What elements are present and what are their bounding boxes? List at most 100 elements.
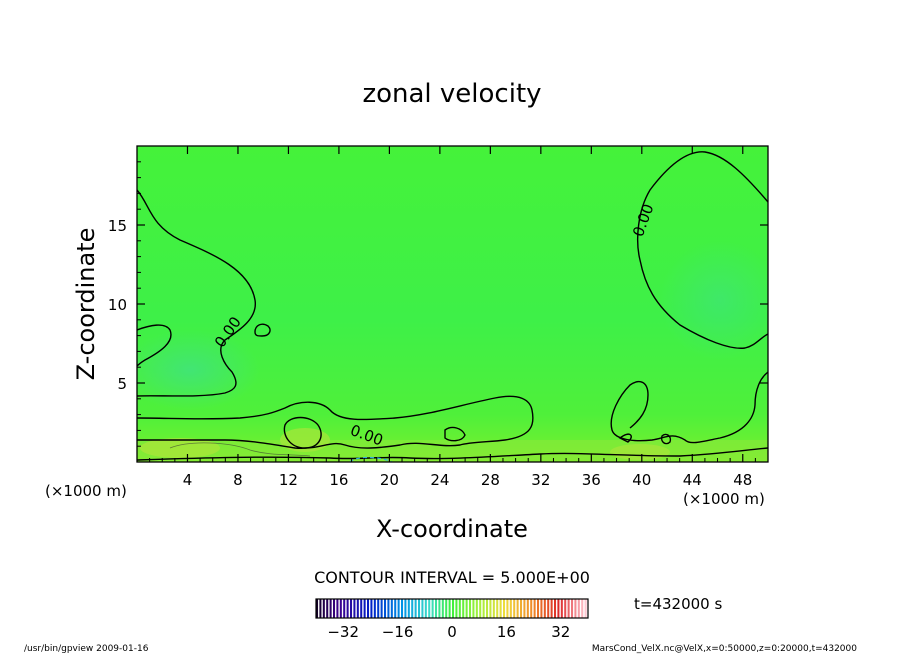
- colorbar-cell: [584, 599, 587, 618]
- colorbar-cell: [373, 599, 376, 618]
- x-tick-label: 24: [430, 471, 449, 489]
- colorbar-cell: [397, 599, 400, 618]
- colorbar-cell: [346, 599, 349, 618]
- colorbar-cell: [339, 599, 342, 618]
- colorbar-cell: [356, 599, 359, 618]
- chart-title: zonal velocity: [362, 79, 541, 109]
- colorbar-cell: [336, 599, 339, 618]
- colorbar-cell: [567, 599, 570, 618]
- colorbar-cell: [319, 599, 322, 618]
- colorbar-tick-label: 16: [497, 623, 516, 641]
- colorbar-cell: [475, 599, 478, 618]
- colorbar-cell: [452, 599, 455, 618]
- colorbar-cell: [560, 599, 563, 618]
- colorbar-cell: [520, 599, 523, 618]
- colorbar-cell: [564, 599, 567, 618]
- positive-contour-line: [169, 442, 311, 457]
- colorbar-cell: [414, 599, 417, 618]
- colorbar-cell: [316, 599, 319, 618]
- colorbar-cell: [543, 599, 546, 618]
- colorbar-cell: [326, 599, 329, 618]
- colorbar-cell: [394, 599, 397, 618]
- contour-line: [660, 433, 672, 445]
- colorbar-cell: [503, 599, 506, 618]
- colorbar-cell: [353, 599, 356, 618]
- colorbar-frame: [315, 598, 589, 619]
- contour-line: [637, 151, 768, 349]
- y-axis-label: Z-coordinate: [72, 228, 100, 381]
- colorbar-cell: [445, 599, 448, 618]
- colorbar-cell: [499, 599, 502, 618]
- colorbar-cell: [537, 599, 540, 618]
- y-tick-label: 15: [108, 217, 127, 235]
- x-tick-label: 12: [279, 471, 298, 489]
- contour-line: [618, 433, 632, 443]
- colorbar-cell: [350, 599, 353, 618]
- contour-line: [444, 426, 466, 442]
- x-tick-label: 28: [481, 471, 500, 489]
- colorbar-cell: [581, 599, 584, 618]
- time-text: t=432000 s: [634, 595, 722, 613]
- contour-interval-text: CONTOUR INTERVAL = 5.000E+00: [314, 568, 590, 587]
- contour-line: [137, 189, 256, 397]
- colorbar-cell: [407, 599, 410, 618]
- colorbar-cell: [574, 599, 577, 618]
- y-tick-label: 10: [108, 296, 127, 314]
- positive-velocity-patch: [140, 438, 220, 458]
- x-tick-label: 44: [683, 471, 702, 489]
- colorbar-tick-label: −16: [382, 623, 414, 641]
- colorbar-cell: [363, 599, 366, 618]
- contour-line: [254, 323, 271, 337]
- colorbar-cell: [462, 599, 465, 618]
- colorbar-cell: [428, 599, 431, 618]
- colorbar-tick-label: −32: [327, 623, 359, 641]
- colorbar-tick-label: 0: [447, 623, 457, 641]
- colorbar-cell: [322, 599, 325, 618]
- colorbar-cell: [577, 599, 580, 618]
- contour-line: [137, 395, 534, 449]
- colorbar-cell: [431, 599, 434, 618]
- x-tick-label: 48: [733, 471, 752, 489]
- colorbar-cell: [530, 599, 533, 618]
- colorbar-ticks: −32 −16 0 16 32: [327, 623, 570, 641]
- colorbar-cell: [469, 599, 472, 618]
- x-tick-label: 32: [531, 471, 550, 489]
- x-tick-label: 40: [632, 471, 651, 489]
- colorbar-tick-label: 32: [551, 623, 570, 641]
- colorbar-cell: [513, 599, 516, 618]
- colorbar-cell: [441, 599, 444, 618]
- x-tick-label: 36: [582, 471, 601, 489]
- colorbar-cell: [472, 599, 475, 618]
- colorbar-cell: [435, 599, 438, 618]
- colorbar-cell: [509, 599, 512, 618]
- colorbar-cell: [404, 599, 407, 618]
- x-axis-unit-right: (×1000 m): [683, 490, 765, 508]
- contour-line: [137, 447, 768, 461]
- colorbar-cell: [380, 599, 383, 618]
- contour-line: [610, 371, 768, 444]
- colorbar-cell: [411, 599, 414, 618]
- contour-line: [137, 324, 172, 367]
- x-axis: 4 8 12 16 20 24 28 32 36 40 44 48: [149, 146, 756, 489]
- colorbar-cell: [496, 599, 499, 618]
- colorbar-cell: [377, 599, 380, 618]
- x-tick-label: 16: [329, 471, 348, 489]
- footer-left: /usr/bin/gpview 2009-01-16: [24, 644, 149, 654]
- colorbar-cell: [421, 599, 424, 618]
- positive-velocity-patch: [610, 444, 670, 460]
- colorbar-cell: [571, 599, 574, 618]
- colorbar-cell: [506, 599, 509, 618]
- colorbar-cell: [418, 599, 421, 618]
- colorbar-cell: [482, 599, 485, 618]
- colorbar-cell: [455, 599, 458, 618]
- colorbar-cell: [557, 599, 560, 618]
- colorbar-cell: [550, 599, 553, 618]
- colorbar-cell: [333, 599, 336, 618]
- x-axis-label: X-coordinate: [376, 515, 528, 543]
- colorbar-cell: [547, 599, 550, 618]
- colorbar-cell: [540, 599, 543, 618]
- colorbar-cell: [479, 599, 482, 618]
- colorbar-cell: [438, 599, 441, 618]
- colorbar: [315, 598, 589, 619]
